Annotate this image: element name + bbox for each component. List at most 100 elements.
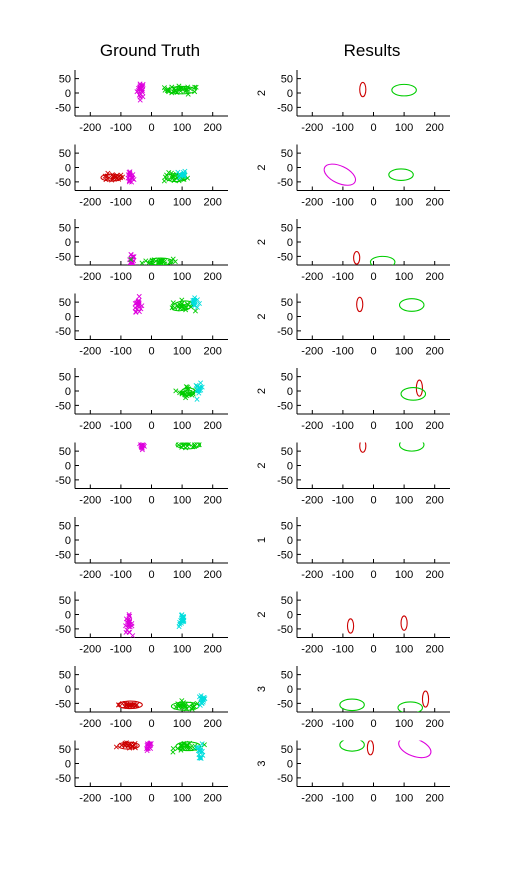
y-tick-label: -50 xyxy=(277,251,293,263)
y-tick-label: 50 xyxy=(281,595,293,607)
data-point-marker xyxy=(181,171,187,177)
y-tick-label: 50 xyxy=(281,223,293,235)
x-tick-label: -100 xyxy=(110,718,132,730)
ground-truth-plot: 50 0 -50 -200 -100 0 100 200 xyxy=(55,219,228,283)
x-tick-label: 100 xyxy=(395,122,413,134)
x-tick-label: -100 xyxy=(110,420,132,432)
data-point-marker xyxy=(197,755,203,761)
x-tick-label: 0 xyxy=(148,197,154,209)
data-point-marker xyxy=(174,175,180,181)
results-plot: 50 0 -50 -200 -100 0 100 200 2 xyxy=(256,293,450,358)
x-tick-label: 200 xyxy=(204,569,222,581)
x-tick-label: -200 xyxy=(301,271,323,283)
x-tick-label: 0 xyxy=(370,569,376,581)
ground-truth-marks xyxy=(100,168,191,185)
data-point-marker xyxy=(136,293,142,299)
y-tick-label: 0 xyxy=(287,163,293,175)
x-tick-label: -200 xyxy=(79,644,101,656)
x-tick-label: -100 xyxy=(110,346,132,358)
ground-truth-marks xyxy=(127,251,178,265)
y-tick-label: 0 xyxy=(65,759,71,771)
data-point-marker xyxy=(110,174,116,180)
y-tick-label: 50 xyxy=(59,521,71,533)
estimated-ellipse xyxy=(366,740,375,756)
results-title: Results xyxy=(344,41,401,60)
x-tick-label: -100 xyxy=(110,495,132,507)
y-tick-label: 50 xyxy=(281,744,293,756)
y-tick-label: 50 xyxy=(59,74,71,86)
x-tick-label: 100 xyxy=(395,644,413,656)
data-point-marker xyxy=(133,309,139,315)
x-tick-label: -100 xyxy=(332,793,354,805)
y-tick-label: -50 xyxy=(55,773,71,785)
x-tick-label: 100 xyxy=(173,197,191,209)
y-tick-label: 0 xyxy=(65,163,71,175)
data-point-marker xyxy=(143,258,149,264)
data-point-marker xyxy=(138,306,144,312)
x-tick-label: -200 xyxy=(79,122,101,134)
x-tick-label: 100 xyxy=(173,271,191,283)
data-point-marker xyxy=(184,301,190,307)
results-marks xyxy=(339,740,432,759)
x-tick-label: 0 xyxy=(148,122,154,134)
y-tick-label: 50 xyxy=(281,148,293,160)
estimated-ellipse xyxy=(400,615,408,631)
x-tick-label: -100 xyxy=(110,793,132,805)
x-tick-label: -100 xyxy=(332,569,354,581)
ground-truth-plot: 50 0 -50 -200 -100 0 100 200 xyxy=(55,442,228,507)
y-tick-label: 50 xyxy=(59,223,71,235)
cluster-ellipse xyxy=(175,741,202,752)
cluster-count-label: 2 xyxy=(256,90,268,96)
cluster-ellipse xyxy=(175,442,202,450)
y-tick-label: -50 xyxy=(55,102,71,114)
data-point-marker xyxy=(198,754,204,760)
data-point-marker xyxy=(184,384,190,390)
x-tick-label: 200 xyxy=(204,346,222,358)
estimated-ellipse xyxy=(339,698,365,712)
y-tick-label: 0 xyxy=(65,461,71,473)
estimated-ellipse xyxy=(388,168,414,181)
x-tick-label: 100 xyxy=(173,122,191,134)
data-point-marker xyxy=(133,309,139,315)
x-tick-label: -100 xyxy=(332,644,354,656)
data-point-marker xyxy=(200,695,206,701)
estimated-ellipse xyxy=(398,442,425,452)
data-point-marker xyxy=(136,298,142,304)
data-point-marker xyxy=(182,442,188,447)
y-tick-label: 0 xyxy=(287,461,293,473)
x-tick-label: 100 xyxy=(173,346,191,358)
x-tick-label: 100 xyxy=(173,569,191,581)
estimated-ellipse xyxy=(353,250,361,265)
cluster-count-label: 3 xyxy=(256,686,268,692)
x-tick-label: -200 xyxy=(301,718,323,730)
x-tick-label: 0 xyxy=(148,644,154,656)
data-point-marker xyxy=(137,84,143,90)
data-point-marker xyxy=(109,177,115,183)
data-point-marker xyxy=(169,305,175,311)
y-tick-label: 0 xyxy=(287,684,293,696)
x-tick-label: 0 xyxy=(148,793,154,805)
estimated-ellipse xyxy=(397,701,424,712)
cluster-count-label: 2 xyxy=(256,611,268,617)
x-tick-label: 200 xyxy=(204,793,222,805)
x-tick-label: -100 xyxy=(332,271,354,283)
ground-truth-plot: 50 0 -50 -200 -100 0 100 200 xyxy=(55,368,228,432)
x-tick-label: -100 xyxy=(332,718,354,730)
data-point-marker xyxy=(130,633,136,638)
x-tick-label: 200 xyxy=(426,271,444,283)
ground-truth-plot: 50 0 -50 -200 -100 0 100 200 xyxy=(55,517,228,581)
x-tick-label: -200 xyxy=(79,197,101,209)
x-tick-label: 200 xyxy=(204,495,222,507)
ground-truth-plot: 50 0 -50 -200 -100 0 100 200 xyxy=(55,293,228,358)
ground-truth-marks xyxy=(137,442,202,453)
results-marks xyxy=(400,379,427,401)
x-tick-label: -200 xyxy=(301,569,323,581)
data-point-marker xyxy=(192,295,198,301)
results-plot: 50 0 -50 -200 -100 0 100 200 3 xyxy=(256,740,450,805)
data-point-marker xyxy=(190,704,196,710)
x-tick-label: 0 xyxy=(370,644,376,656)
data-point-marker xyxy=(192,302,198,308)
results-marks xyxy=(323,163,414,186)
x-tick-label: 100 xyxy=(173,718,191,730)
cluster-count-label: 1 xyxy=(256,537,268,543)
